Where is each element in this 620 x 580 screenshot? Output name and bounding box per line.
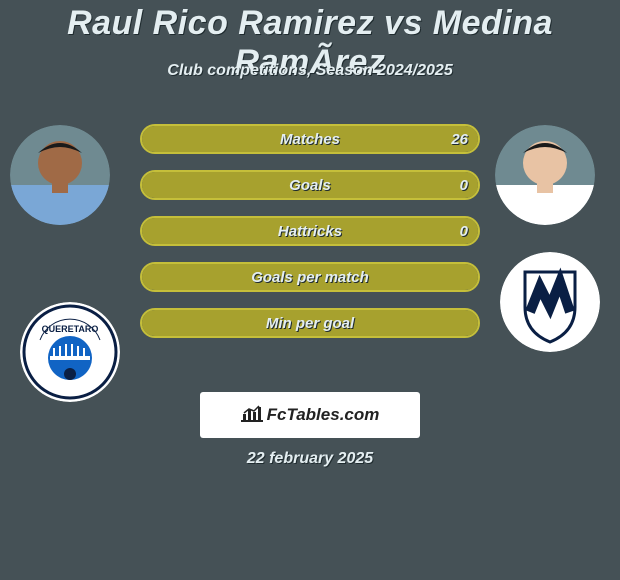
stat-pill: Goals0 <box>140 170 480 200</box>
stat-label: Goals per match <box>142 269 478 286</box>
player-left-avatar <box>10 125 110 225</box>
stat-pill: Min per goal <box>140 308 480 338</box>
stat-label: Goals <box>142 177 478 194</box>
stat-right-value: 0 <box>460 177 468 194</box>
snapshot-date: 22 february 2025 <box>0 450 620 468</box>
stat-right-value: 26 <box>451 131 468 148</box>
stat-pill: Goals per match <box>140 262 480 292</box>
subtitle: Club competitions, Season 2024/2025 <box>0 62 620 80</box>
stat-pill: Hattricks0 <box>140 216 480 246</box>
stat-label: Hattricks <box>142 223 478 240</box>
fctables-text: FcTables.com <box>267 405 380 425</box>
stat-pill: Matches26 <box>140 124 480 154</box>
svg-text:QUERETARO: QUERETARO <box>42 324 99 334</box>
stat-right-value: 0 <box>460 223 468 240</box>
club-right-badge <box>500 252 600 352</box>
fctables-watermark: FcTables.com <box>200 392 420 438</box>
stat-label: Min per goal <box>142 315 478 332</box>
chart-icon <box>241 404 263 427</box>
club-left-badge: QUERETARO <box>20 302 120 402</box>
stat-label: Matches <box>142 131 478 148</box>
comparison-card: Raul Rico Ramirez vs Medina RamÃrez Club… <box>0 0 620 580</box>
player-right-avatar <box>495 125 595 225</box>
